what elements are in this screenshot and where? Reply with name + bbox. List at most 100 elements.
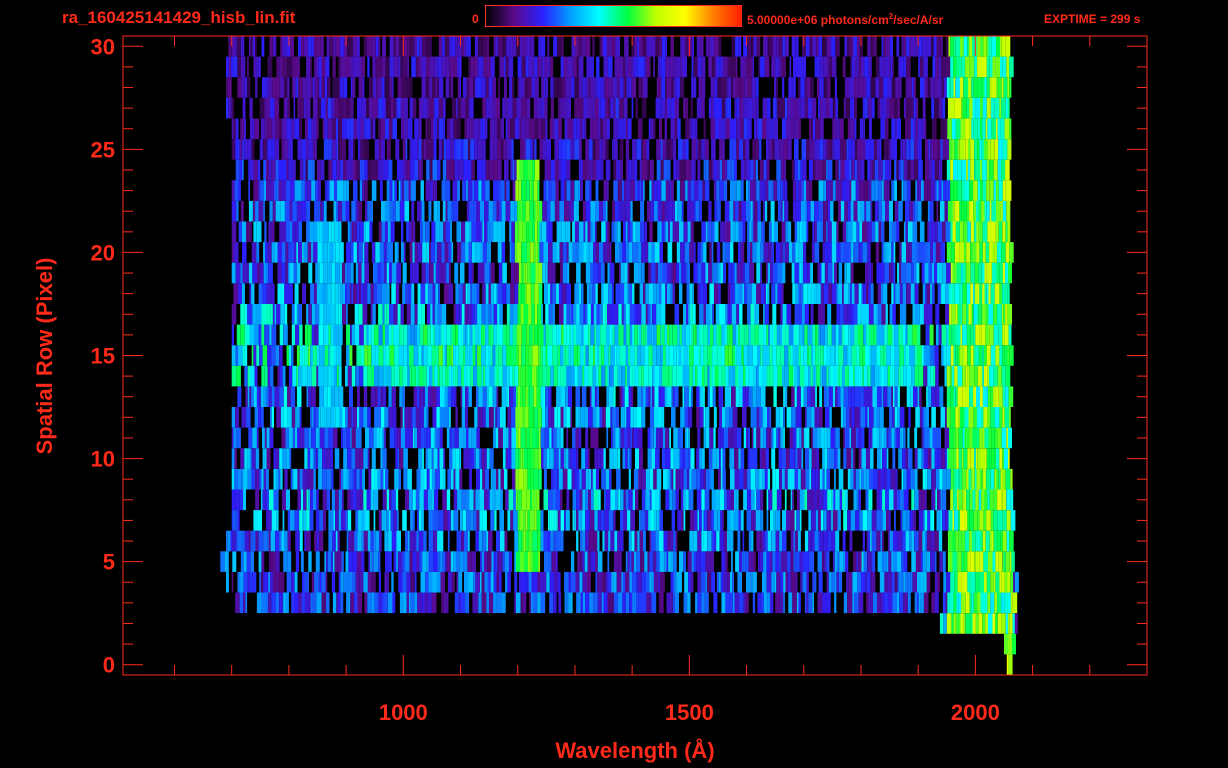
image-pixel [480, 159, 483, 181]
image-pixel [804, 407, 807, 428]
image-pixel [747, 427, 750, 449]
image-pixel [258, 551, 262, 572]
image-pixel [808, 365, 811, 387]
image-row [231, 407, 1011, 428]
image-pixel [724, 200, 730, 222]
image-pixel [827, 448, 830, 469]
image-pixel [290, 242, 294, 263]
image-pixel [466, 365, 471, 387]
image-pixel [839, 304, 844, 325]
image-pixel [496, 468, 499, 490]
image-pixel [550, 283, 552, 304]
image-pixel [837, 386, 841, 407]
image-pixel [528, 221, 533, 243]
image-pixel [814, 365, 817, 387]
image-pixel [793, 448, 796, 469]
image-pixel [766, 283, 768, 304]
image-pixel [772, 324, 774, 346]
image-pixel [414, 530, 417, 552]
image-pixel [613, 221, 616, 243]
image-pixel [481, 180, 486, 201]
image-pixel [635, 448, 639, 469]
image-pixel [529, 427, 532, 449]
image-pixel [312, 159, 315, 181]
image-pixel [823, 489, 828, 511]
image-pixel [409, 530, 415, 552]
image-pixel [453, 345, 456, 366]
image-pixel [901, 180, 904, 201]
image-pixel [745, 386, 749, 407]
image-pixel [918, 530, 923, 552]
image-pixel [940, 510, 943, 531]
image-pixel [413, 180, 416, 201]
image-pixel [712, 386, 716, 407]
image-pixel [234, 180, 239, 201]
image-pixel [931, 489, 936, 511]
image-pixel [518, 448, 521, 469]
image-pixel [530, 489, 532, 511]
image-pixel [889, 242, 892, 263]
image-pixel [304, 345, 309, 366]
image-pixel [294, 510, 300, 531]
image-pixel [454, 427, 459, 449]
image-pixel [534, 407, 538, 428]
image-pixel [962, 386, 965, 407]
image-pixel [520, 468, 524, 490]
image-pixel [738, 283, 743, 304]
image-pixel [371, 571, 376, 593]
image-pixel [502, 427, 507, 449]
image-pixel [684, 386, 689, 407]
image-pixel [250, 159, 254, 181]
image-pixel [314, 200, 319, 222]
image-pixel [599, 345, 602, 366]
image-pixel [606, 180, 609, 201]
image-pixel [638, 468, 642, 490]
image-pixel [871, 262, 873, 284]
image-pixel [903, 427, 906, 449]
image-pixel [533, 592, 538, 614]
image-pixel [460, 592, 466, 614]
image-pixel [331, 386, 335, 407]
image-pixel [556, 427, 561, 449]
image-pixel [793, 551, 796, 572]
image-pixel [458, 324, 462, 346]
image-pixel [984, 139, 988, 160]
image-pixel [699, 386, 703, 407]
image-pixel [617, 530, 620, 552]
image-pixel [299, 407, 302, 428]
image-pixel [455, 304, 460, 325]
image-pixel [664, 551, 667, 572]
image-pixel [381, 139, 385, 160]
image-pixel [756, 242, 761, 263]
image-pixel [358, 510, 361, 531]
image-pixel [234, 468, 238, 490]
image-pixel [261, 592, 266, 614]
image-pixel [868, 283, 871, 304]
image-pixel [984, 283, 987, 304]
image-pixel [867, 159, 870, 181]
image-pixel [1002, 386, 1006, 407]
image-pixel [1007, 304, 1012, 325]
image-pixel [756, 262, 761, 284]
image-pixel [982, 221, 988, 243]
image-pixel [393, 551, 396, 572]
image-pixel [817, 592, 823, 614]
image-pixel [406, 304, 411, 325]
image-pixel [496, 592, 502, 614]
image-pixel [972, 427, 977, 449]
image-pixel [666, 365, 669, 387]
image-pixel [475, 324, 479, 346]
image-pixel [784, 386, 788, 407]
image-pixel [511, 242, 515, 263]
image-pixel [252, 262, 255, 284]
image-pixel [324, 221, 329, 243]
image-pixel [541, 221, 547, 243]
image-pixel [837, 448, 841, 469]
image-pixel [866, 200, 871, 222]
image-pixel [900, 365, 904, 387]
image-pixel [583, 324, 589, 346]
image-pixel [638, 262, 642, 284]
image-pixel [556, 324, 559, 346]
image-pixel [847, 304, 851, 325]
image-pixel [950, 221, 953, 243]
